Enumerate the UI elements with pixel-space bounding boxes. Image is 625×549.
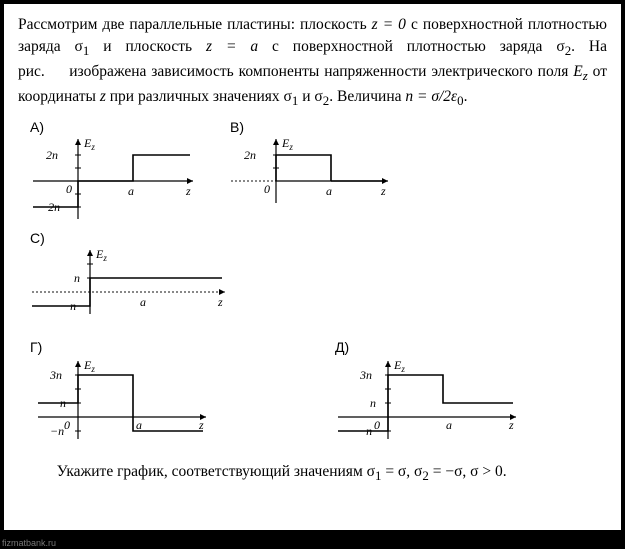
charts-row-2: Г) 3n n −n 0 a z Ez Д): [4, 335, 621, 454]
svg-text:Ez: Ez: [393, 358, 405, 374]
svg-text:a: a: [446, 418, 452, 432]
chart-A-svg: 2n −2n 0 a z Ez: [28, 129, 198, 224]
eq: z = a: [206, 38, 258, 55]
eq: n = σ/2ε: [405, 88, 457, 105]
txt: . Величина: [329, 88, 405, 105]
svg-text:a: a: [128, 184, 134, 198]
svg-text:0: 0: [264, 182, 270, 196]
svg-text:0: 0: [66, 182, 72, 196]
charts-row-1: А) 2n −2n 0 a z Ez В): [4, 117, 621, 335]
svg-text:Ez: Ez: [83, 358, 95, 374]
chart-G: Г) 3n n −n 0 a z Ez: [28, 339, 213, 454]
svg-text:n: n: [74, 271, 80, 285]
svg-text:0: 0: [64, 418, 70, 432]
svg-text:Ez: Ez: [83, 136, 95, 152]
svg-text:a: a: [136, 418, 142, 432]
svg-text:Ez: Ez: [281, 136, 293, 152]
chart-C: С) n −n a z Ez: [28, 230, 228, 335]
svg-text:−n: −n: [50, 424, 64, 438]
svg-text:z: z: [380, 184, 386, 198]
txt: и σ: [298, 88, 322, 105]
svg-text:2n: 2n: [46, 148, 58, 162]
svg-text:3n: 3n: [359, 368, 372, 382]
txt: Рассмотрим две параллельные пластины: пл…: [18, 16, 372, 33]
chart-B-svg: 2n 0 a z Ez: [228, 129, 393, 224]
svg-text:Ez: Ez: [95, 247, 107, 263]
svg-text:a: a: [140, 295, 146, 309]
chart-D-svg: 3n n −n 0 a z Ez: [333, 349, 523, 454]
svg-text:a: a: [326, 184, 332, 198]
question-text: Укажите график, соответствующий значения…: [4, 454, 621, 485]
txt: при различных значениях σ: [106, 88, 292, 105]
q-txt: Укажите график, соответствующий значения…: [57, 463, 375, 480]
eq: z = 0: [372, 16, 406, 33]
svg-text:z: z: [217, 295, 223, 309]
svg-text:2n: 2n: [244, 148, 256, 162]
txt: и плоскость: [89, 38, 206, 55]
svg-text:z: z: [198, 418, 204, 432]
chart-B: В) 2n 0 a z Ez: [228, 119, 393, 224]
q-txt: = σ, σ: [381, 463, 422, 480]
svg-text:z: z: [508, 418, 514, 432]
svg-text:0: 0: [374, 418, 380, 432]
chart-D: Д) 3n n −n 0 a z Ez: [333, 339, 523, 454]
chart-C-svg: n −n a z Ez: [28, 240, 228, 335]
svg-text:z: z: [185, 184, 191, 198]
chart-A: А) 2n −2n 0 a z Ez: [28, 119, 198, 224]
eq: E: [573, 63, 582, 80]
chart-G-svg: 3n n −n 0 a z Ez: [28, 349, 213, 454]
svg-text:3n: 3n: [49, 368, 62, 382]
txt: .: [464, 88, 468, 105]
q-txt: = −σ, σ > 0.: [429, 463, 507, 480]
page: Рассмотрим две параллельные пластины: пл…: [3, 3, 622, 531]
svg-text:n: n: [370, 396, 376, 410]
problem-text: Рассмотрим две параллельные пластины: пл…: [4, 4, 621, 117]
txt: с поверхностной плотностью заряда σ: [258, 38, 565, 55]
footer-source: fizmatbank.ru: [2, 538, 56, 548]
